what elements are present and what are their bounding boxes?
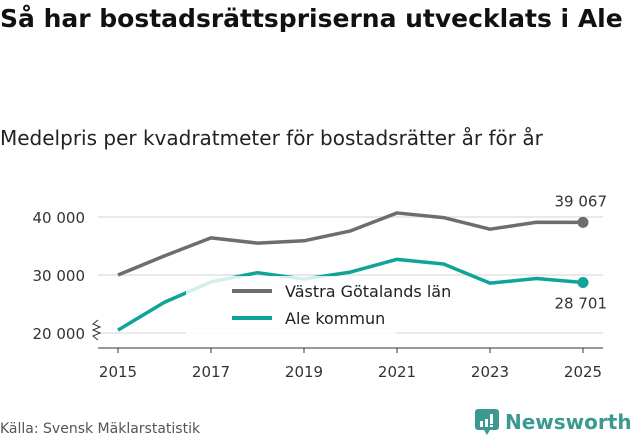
series-line-0 — [117, 211, 584, 277]
x-tick-label: 2023 — [471, 363, 509, 381]
legend-label: Västra Götalands län — [285, 282, 451, 301]
newsworthy-logo: Newsworthy — [475, 409, 631, 435]
end-point-marker — [577, 277, 589, 289]
line-chart: 20 000 30 000 40 000 2015 2017 2019 2021 2023 20… — [33, 192, 608, 381]
legend-box — [186, 276, 396, 336]
chart-title: Så har bostadsrättspriserna utvecklats i… — [0, 4, 623, 33]
end-point-marker — [577, 216, 589, 228]
brand-name: Newsworthy — [505, 410, 631, 434]
legend-label: Ale kommun — [285, 309, 385, 328]
axis-break-icon — [91, 319, 102, 341]
x-tick-label: 2017 — [192, 363, 230, 381]
y-tick-label: 40 000 — [33, 209, 86, 227]
y-tick-label: 20 000 — [33, 325, 86, 343]
x-tick-label: 2021 — [378, 363, 416, 381]
y-tick-label: 30 000 — [33, 267, 86, 285]
end-value-label: 39 067 — [555, 192, 608, 210]
source-text: Källa: Svensk Mäklarstatistik — [0, 421, 201, 437]
x-tick-label: 2019 — [285, 363, 323, 381]
newsworthy-logo-icon — [475, 409, 499, 435]
x-tick-label: 2025 — [564, 363, 602, 381]
end-value-label: 28 701 — [555, 295, 608, 313]
x-tick-label: 2015 — [99, 363, 137, 381]
chart-subtitle: Medelpris per kvadratmeter för bostadsrä… — [0, 126, 543, 150]
